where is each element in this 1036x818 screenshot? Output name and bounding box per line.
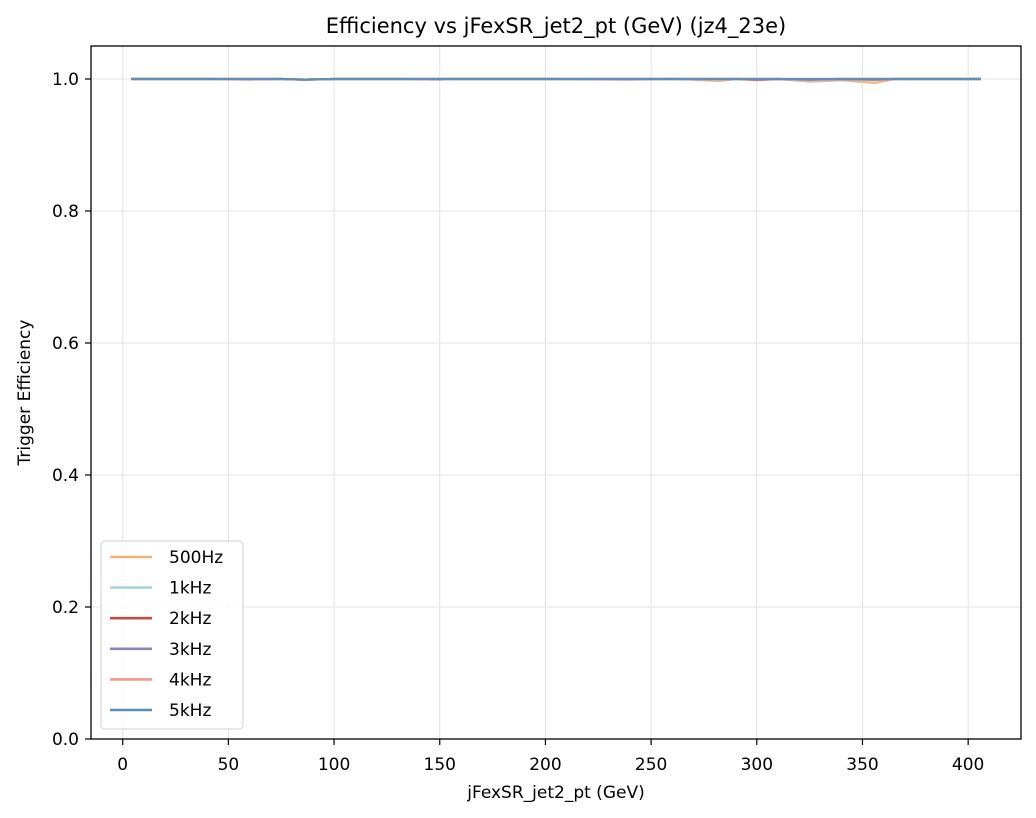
legend-label-500hz: 500Hz bbox=[169, 548, 223, 568]
x-axis-label: jFexSR_jet2_pt (GeV) bbox=[466, 783, 644, 803]
x-tick-label: 150 bbox=[424, 755, 456, 775]
legend-label-5khz: 5kHz bbox=[169, 701, 211, 721]
plot-frame bbox=[90, 45, 1022, 740]
x-tick-label: 350 bbox=[846, 755, 878, 775]
y-tick-label: 0.2 bbox=[52, 598, 79, 618]
series-layer bbox=[131, 77, 981, 85]
tick-layer: 0 50 100 150 200 250 300 350 400 0.0 0.2 0.4 0.6 0.8 1… bbox=[52, 70, 984, 775]
y-tick-label: 1.0 bbox=[52, 70, 79, 90]
legend-label-4khz: 4kHz bbox=[169, 670, 211, 690]
y-tick-label: 0.4 bbox=[52, 466, 79, 486]
x-tick-label: 300 bbox=[741, 755, 773, 775]
y-tick-label: 0.0 bbox=[52, 730, 79, 750]
legend-label-3khz: 3kHz bbox=[169, 640, 211, 660]
grid-layer bbox=[91, 46, 1021, 740]
x-tick-label: 400 bbox=[952, 755, 984, 775]
y-axis-label: Trigger Efficiency bbox=[15, 320, 35, 467]
x-tick-label: 50 bbox=[218, 755, 240, 775]
y-tick-label: 0.6 bbox=[52, 334, 79, 354]
x-tick-label: 100 bbox=[318, 755, 350, 775]
legend-label-2khz: 2kHz bbox=[169, 609, 211, 629]
x-tick-label: 200 bbox=[529, 755, 561, 775]
y-tick-label: 0.8 bbox=[52, 202, 79, 222]
x-tick-label: 0 bbox=[117, 755, 128, 775]
x-tick-label: 250 bbox=[635, 755, 667, 775]
legend-label-1khz: 1kHz bbox=[169, 579, 211, 599]
legend: 500Hz 1kHz 2kHz 3kHz 4kHz 5kHz bbox=[100, 540, 244, 730]
chart-title: Efficiency vs jFexSR_jet2_pt (GeV) (jz4_… bbox=[326, 14, 787, 39]
series-line-5khz bbox=[131, 77, 981, 81]
